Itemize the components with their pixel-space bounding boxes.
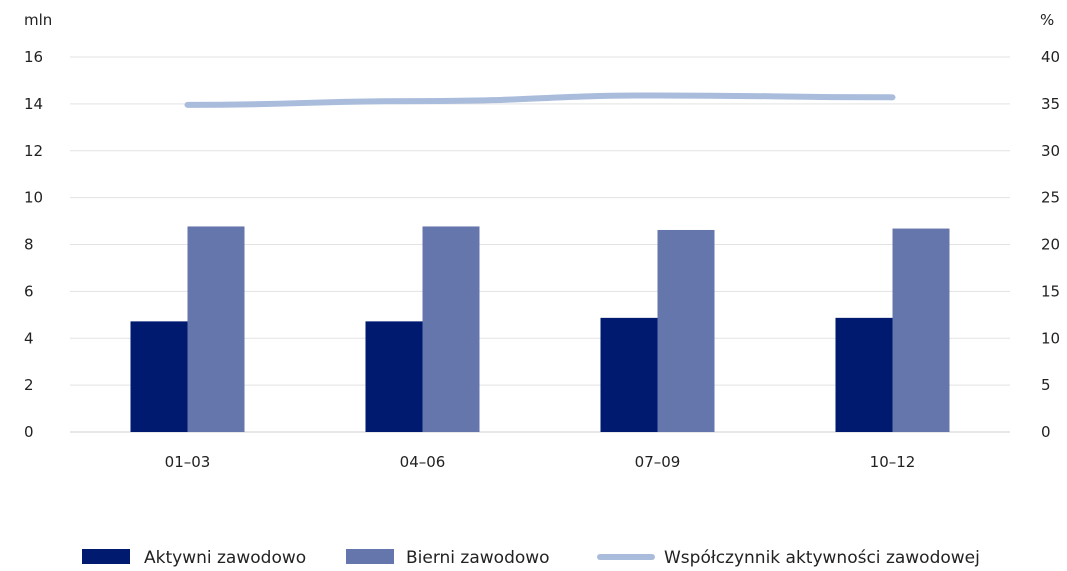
y-right-tick-label: 30 — [1041, 142, 1060, 160]
axes: mln % 0 2 4 6 8 10 12 14 16 0 5 10 15 20 25 30 35 40 01–03… — [24, 11, 1060, 471]
legend-label-aktywni: Aktywni zawodowo — [144, 548, 306, 567]
bar-bierni — [657, 229, 715, 432]
bar-aktywni — [365, 321, 423, 432]
legend-swatch-bierni — [346, 549, 394, 564]
y-right-tick-label: 25 — [1041, 189, 1060, 207]
line-wspolczynnik — [184, 92, 896, 108]
x-tick-label: 10–12 — [870, 453, 916, 471]
y-left-tick-label: 8 — [24, 236, 34, 254]
line-series — [184, 92, 896, 108]
bar-aktywni — [835, 317, 893, 432]
y-left-tick-label: 2 — [24, 376, 34, 394]
bar-aktywni — [130, 321, 188, 432]
x-tick-label: 07–09 — [635, 453, 681, 471]
x-tick-label: 01–03 — [165, 453, 211, 471]
y-right-tick-label: 20 — [1041, 236, 1060, 254]
y-right-tick-label: 40 — [1041, 48, 1060, 66]
bar-aktywni — [600, 317, 658, 432]
legend-label-wspolczynnik: Współczynnik aktywności zawodowej — [664, 548, 980, 567]
legend: Aktywni zawodowo Bierni zawodowo Współcz… — [82, 548, 980, 568]
right-axis-unit: % — [1040, 11, 1054, 29]
y-left-tick-label: 14 — [24, 95, 43, 113]
left-axis-unit: mln — [24, 11, 52, 29]
y-right-tick-label: 10 — [1041, 329, 1060, 347]
legend-label-bierni: Bierni zawodowo — [406, 548, 550, 567]
y-right-tick-label: 0 — [1041, 423, 1051, 441]
bar-bierni — [892, 228, 950, 432]
y-left-tick-label: 16 — [24, 48, 43, 66]
y-right-tick-label: 35 — [1041, 95, 1060, 113]
y-left-tick-label: 10 — [24, 189, 43, 207]
bar-bierni — [187, 226, 245, 432]
y-right-tick-label: 5 — [1041, 376, 1051, 394]
legend-swatch-aktywni — [82, 549, 130, 564]
y-left-tick-label: 12 — [24, 142, 43, 160]
y-left-tick-label: 4 — [24, 329, 34, 347]
y-left-tick-label: 6 — [24, 282, 34, 300]
bars — [130, 226, 950, 432]
y-left-tick-label: 0 — [24, 423, 34, 441]
bar-bierni — [422, 226, 480, 432]
y-right-tick-label: 15 — [1041, 282, 1060, 300]
x-tick-label: 04–06 — [400, 453, 446, 471]
